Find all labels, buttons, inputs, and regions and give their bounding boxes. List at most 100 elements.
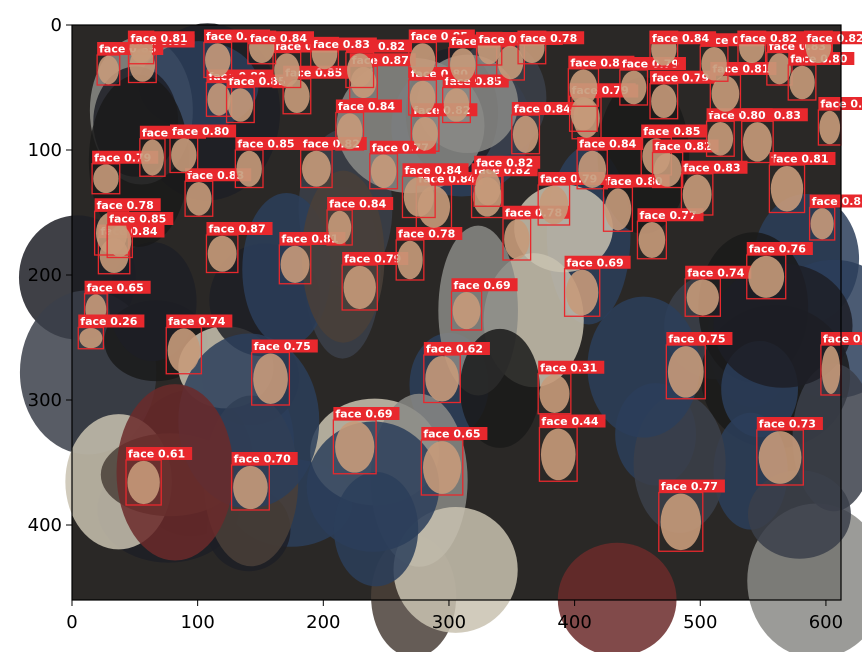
detection-label: face 0.84	[404, 164, 462, 177]
detection-label: face 0.85	[237, 138, 294, 151]
detection-label: face 0.69	[335, 408, 392, 421]
detection-label-bg	[78, 314, 145, 328]
face	[604, 188, 632, 231]
face	[707, 121, 734, 156]
detection-label-bg	[756, 417, 823, 430]
detection-label: face 0.77	[661, 480, 718, 493]
crowd-body	[557, 542, 677, 652]
detection-label-bg	[518, 31, 585, 45]
face	[443, 88, 470, 122]
detection-label-bg	[818, 97, 862, 110]
face	[539, 185, 569, 225]
face	[171, 138, 197, 172]
detection-label-bg	[451, 278, 518, 292]
face	[412, 116, 438, 151]
detection-label: face 0.78	[97, 199, 154, 212]
x-tick-label: 500	[683, 612, 717, 633]
x-tick-label: 200	[306, 612, 340, 633]
face	[422, 441, 462, 494]
face-detection: face 0.80	[169, 124, 237, 174]
detection-label: face 0.80	[172, 125, 230, 138]
detection-label-bg	[310, 37, 377, 51]
crowd-body	[459, 328, 540, 448]
detection-label: face 0.81	[771, 153, 828, 166]
face-detection: face 0.85	[225, 74, 293, 124]
detection-label-bg	[577, 137, 644, 150]
detection-label-bg	[84, 280, 151, 294]
detection-label: face 0.73	[759, 418, 816, 431]
face	[701, 46, 727, 81]
face	[425, 355, 459, 402]
crowd-body	[393, 507, 518, 633]
detection-label: face 0.85	[109, 213, 166, 226]
detection-label: face 0.83	[683, 161, 740, 174]
detection-label: face 0.78	[398, 228, 455, 241]
face	[450, 48, 476, 82]
detection-label-bg	[641, 124, 708, 138]
detection-label-bg	[706, 108, 773, 122]
face	[409, 43, 436, 77]
face	[335, 421, 375, 473]
face	[207, 235, 237, 272]
face	[512, 115, 539, 153]
detection-label: face 0.84	[329, 198, 387, 211]
detection-label-bg	[681, 160, 748, 174]
x-tick-label: 300	[432, 612, 466, 633]
detection-label-bg	[166, 314, 233, 328]
detection-label-bg	[185, 168, 252, 182]
detection-label: face 0.79	[94, 151, 151, 164]
detection-label: face 0.31	[540, 361, 597, 374]
face	[347, 53, 373, 87]
detection-label: face 0.83	[187, 169, 244, 182]
detection-label-bg	[685, 265, 752, 279]
detection-label: face 0.69	[567, 256, 624, 269]
detection-label-bg	[396, 227, 463, 240]
face-detection: face 0.77	[658, 479, 725, 552]
detection-label: face 0.26	[80, 315, 138, 328]
face	[569, 69, 598, 106]
face	[205, 43, 231, 77]
detection-label-bg	[327, 197, 394, 210]
face	[108, 225, 132, 257]
detection-label-bg	[333, 407, 400, 420]
face-detection: face 0.83	[184, 168, 252, 217]
detection-label: face 0.82	[655, 140, 712, 153]
face	[539, 374, 570, 413]
face-detection: face 0.81	[768, 152, 836, 214]
detection-label: face 0.70	[234, 453, 292, 466]
detection-label-bg	[107, 212, 174, 225]
detection-label-bg	[539, 414, 606, 428]
axes-frame	[71, 24, 842, 601]
detection-label-bg	[652, 139, 719, 153]
face-detection: face 0.31	[537, 360, 605, 415]
face	[667, 346, 704, 398]
detection-label-bg	[809, 194, 862, 208]
crowd-body	[108, 242, 197, 362]
face-detection: face 0.78	[395, 227, 463, 281]
face	[93, 164, 119, 194]
x-tick-label: 400	[557, 612, 591, 633]
y-tick-label: 400	[28, 515, 62, 536]
detection-label: face 0.82	[476, 156, 533, 169]
face	[280, 245, 310, 283]
crowd-body	[587, 296, 700, 438]
face	[140, 139, 164, 176]
face	[236, 150, 262, 187]
face-detection: face 0.74	[165, 314, 233, 375]
face	[620, 70, 647, 105]
crowd-body	[116, 384, 234, 561]
detection-label-bg	[564, 255, 631, 269]
y-tick-label: 300	[28, 390, 62, 411]
detection-label-bg	[650, 70, 717, 84]
detection-label: face 0.84	[514, 103, 572, 116]
detection-label-bg	[283, 65, 350, 79]
detection-label: face 0.77	[639, 209, 696, 222]
face-detection: face 0.83	[680, 160, 748, 216]
face	[789, 65, 815, 100]
face-detection: face 0.87	[205, 222, 273, 274]
face-detection: face 0.84	[511, 102, 578, 155]
detection-label: face 0.61	[128, 448, 185, 461]
detection-label-bg	[421, 427, 488, 440]
face-detection: face 0.82	[737, 30, 805, 65]
detection-label-bg	[511, 102, 578, 115]
